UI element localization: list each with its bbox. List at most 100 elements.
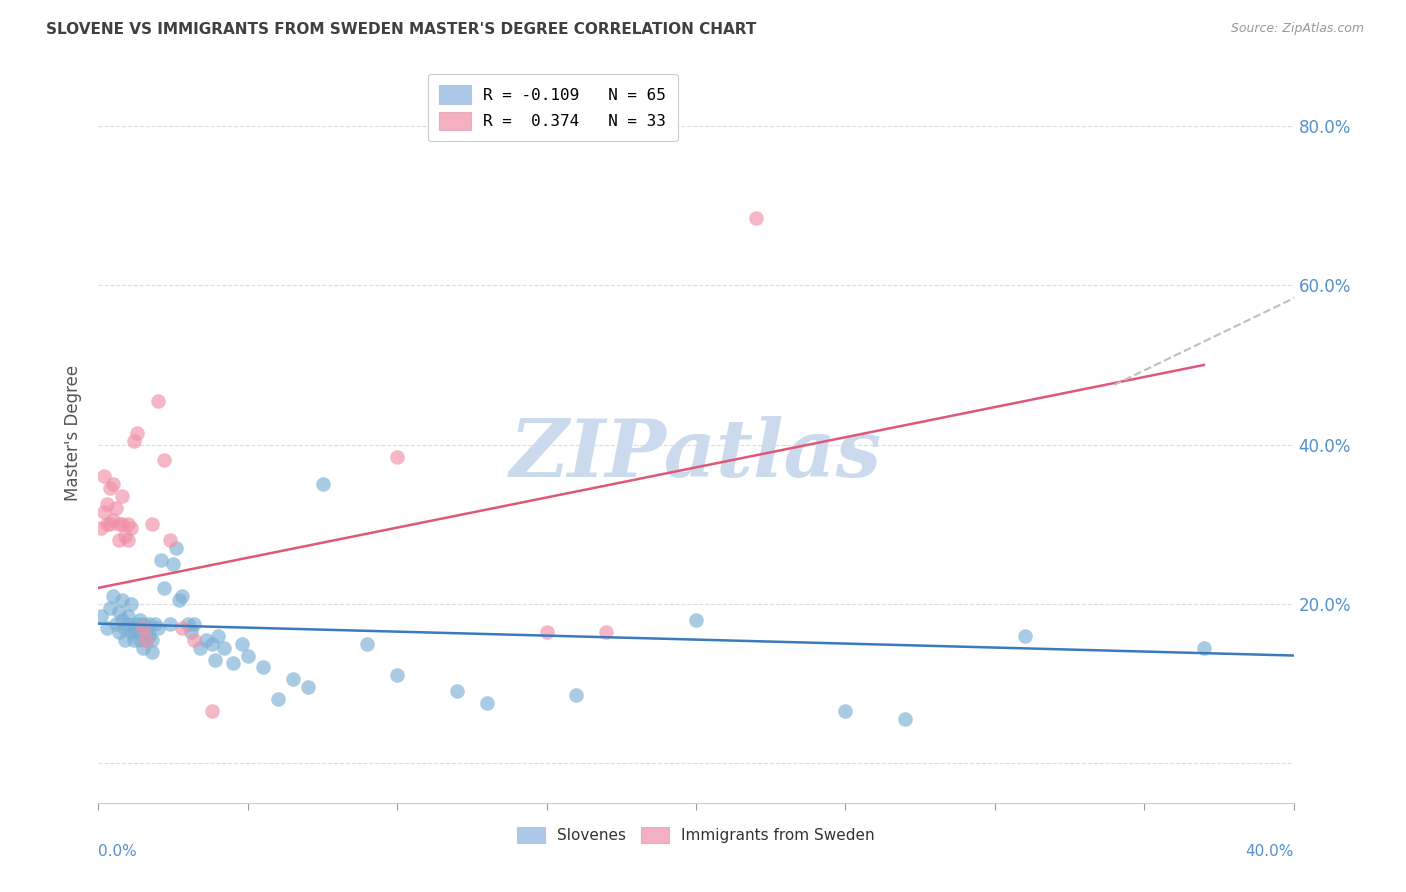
Point [172, 589, 194, 603]
Point [475, 696, 498, 710]
Point [90, 608, 112, 623]
Point [108, 605, 131, 619]
Point [183, 632, 205, 647]
Point [105, 501, 128, 516]
Point [132, 616, 155, 631]
Point [103, 513, 125, 527]
Point [162, 557, 184, 571]
Point [103, 589, 125, 603]
Point [117, 517, 139, 532]
Point [124, 632, 146, 647]
Point [281, 673, 304, 687]
Point [153, 581, 176, 595]
Point [141, 632, 163, 647]
Point [108, 624, 131, 639]
Point [143, 616, 166, 631]
Point [127, 616, 149, 631]
Point [595, 624, 617, 639]
Point [311, 477, 333, 491]
Point [201, 704, 224, 718]
Point [297, 681, 319, 695]
Point [132, 621, 155, 635]
Point [159, 533, 181, 547]
Point [111, 592, 134, 607]
Point [138, 629, 160, 643]
Point [446, 684, 468, 698]
Point [96, 517, 118, 532]
Point [167, 592, 190, 607]
Point [135, 624, 157, 639]
Point [834, 704, 856, 718]
Point [103, 477, 125, 491]
Point [195, 632, 218, 647]
Point [135, 632, 157, 647]
Point [536, 624, 558, 639]
Point [685, 613, 707, 627]
Point [127, 425, 149, 440]
Point [222, 657, 245, 671]
Point [111, 613, 134, 627]
Point [138, 616, 160, 631]
Point [98, 600, 122, 615]
Point [98, 517, 122, 532]
Text: SLOVENE VS IMMIGRANTS FROM SWEDEN MASTER'S DEGREE CORRELATION CHART: SLOVENE VS IMMIGRANTS FROM SWEDEN MASTER… [46, 22, 756, 37]
Point [201, 637, 224, 651]
Point [135, 632, 157, 647]
Point [108, 517, 131, 532]
Point [183, 616, 205, 631]
Point [204, 652, 226, 666]
Point [127, 624, 149, 639]
Point [132, 640, 155, 655]
Point [148, 393, 170, 408]
Point [267, 692, 290, 706]
Point [117, 608, 139, 623]
Point [180, 624, 202, 639]
Point [177, 616, 200, 631]
Point [188, 640, 211, 655]
Point [150, 553, 173, 567]
Point [124, 621, 146, 635]
Text: 40.0%: 40.0% [1246, 844, 1294, 858]
Point [111, 517, 134, 532]
Point [141, 644, 163, 658]
Point [1192, 640, 1215, 655]
Point [98, 481, 122, 495]
Point [252, 660, 274, 674]
Point [120, 597, 142, 611]
Point [207, 629, 229, 643]
Point [96, 497, 118, 511]
Point [93, 469, 115, 483]
Point [124, 434, 146, 448]
Legend: Slovenes, Immigrants from Sweden: Slovenes, Immigrants from Sweden [509, 820, 883, 851]
Point [117, 533, 139, 547]
Text: Source: ZipAtlas.com: Source: ZipAtlas.com [1230, 22, 1364, 36]
Y-axis label: Master's Degree: Master's Degree [65, 365, 83, 500]
Point [96, 621, 118, 635]
Point [1014, 629, 1036, 643]
Point [117, 616, 139, 631]
Point [105, 616, 128, 631]
Point [159, 616, 181, 631]
Point [236, 648, 259, 663]
Point [111, 489, 134, 503]
Point [90, 521, 112, 535]
Point [93, 505, 115, 519]
Point [385, 668, 409, 682]
Point [172, 621, 194, 635]
Point [141, 517, 163, 532]
Text: 0.0%: 0.0% [98, 844, 138, 858]
Point [212, 640, 235, 655]
Point [565, 689, 588, 703]
Point [356, 637, 378, 651]
Point [120, 624, 142, 639]
Point [114, 621, 136, 635]
Point [120, 521, 142, 535]
Point [231, 637, 253, 651]
Point [129, 613, 152, 627]
Point [114, 632, 136, 647]
Point [385, 450, 409, 464]
Point [153, 453, 176, 467]
Point [114, 529, 136, 543]
Point [165, 541, 187, 555]
Point [894, 712, 917, 726]
